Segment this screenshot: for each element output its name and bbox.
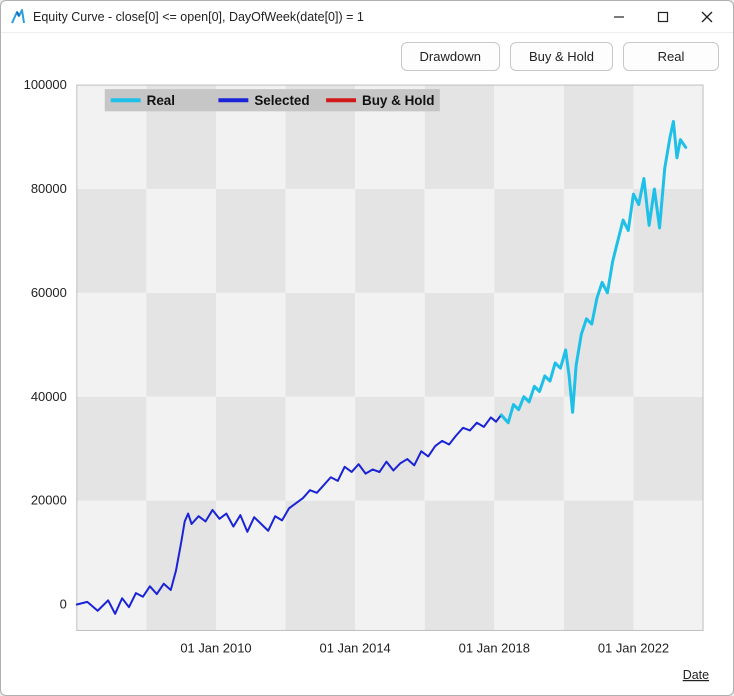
app-window: Equity Curve - close[0] <= open[0], DayO…	[0, 0, 734, 696]
svg-text:01 Jan 2022: 01 Jan 2022	[598, 641, 669, 656]
svg-text:01 Jan 2014: 01 Jan 2014	[319, 641, 390, 656]
svg-text:01 Jan 2010: 01 Jan 2010	[180, 641, 251, 656]
window-title: Equity Curve - close[0] <= open[0], DayO…	[33, 10, 364, 24]
svg-text:01 Jan 2018: 01 Jan 2018	[459, 641, 530, 656]
svg-text:Buy & Hold: Buy & Hold	[362, 93, 434, 108]
drawdown-button[interactable]: Drawdown	[401, 42, 500, 71]
svg-text:Real: Real	[147, 93, 175, 108]
close-button[interactable]	[685, 2, 729, 32]
svg-text:80000: 80000	[31, 181, 67, 196]
maximize-button[interactable]	[641, 2, 685, 32]
buy-hold-button[interactable]: Buy & Hold	[510, 42, 613, 71]
svg-text:Date: Date	[683, 668, 709, 682]
chart-area: 0 20000 40000 60000 80000 100000 01 Jan 2010 01…	[1, 79, 733, 695]
svg-text:Selected: Selected	[254, 93, 309, 108]
svg-text:40000: 40000	[31, 389, 67, 404]
real-button[interactable]: Real	[623, 42, 719, 71]
svg-text:60000: 60000	[31, 285, 67, 300]
toolbar: Drawdown Buy & Hold Real	[1, 33, 733, 79]
svg-text:20000: 20000	[31, 493, 67, 508]
equity-curve-chart: 0 20000 40000 60000 80000 100000 01 Jan 2010 01…	[15, 79, 719, 685]
minimize-button[interactable]	[597, 2, 641, 32]
svg-text:100000: 100000	[24, 79, 67, 92]
app-icon	[9, 8, 27, 26]
titlebar: Equity Curve - close[0] <= open[0], DayO…	[1, 1, 733, 33]
svg-text:0: 0	[60, 596, 67, 611]
